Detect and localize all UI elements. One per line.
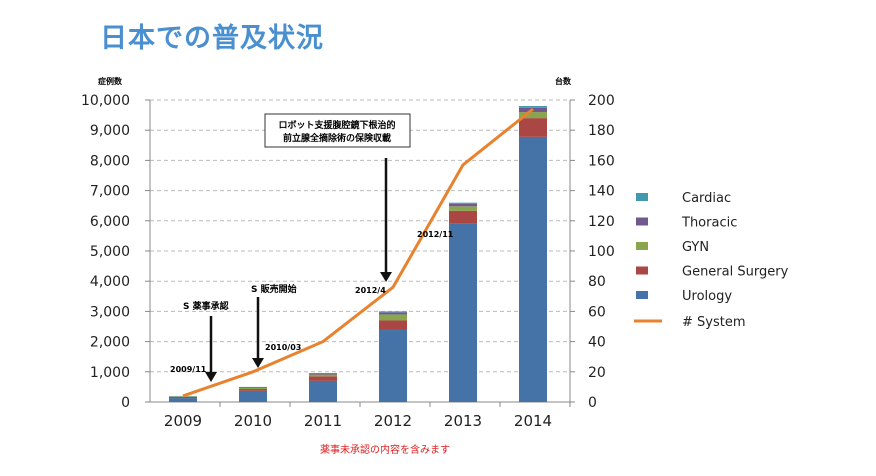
bar-general-surgery (239, 389, 267, 391)
footnote: 薬事未承認の内容を含みます (320, 445, 450, 456)
y-tick-label: 7,000 (90, 184, 130, 200)
legend-label: Thoracic (681, 216, 737, 231)
y-axis-label: 症例数 (98, 76, 123, 86)
bar-urology (519, 136, 547, 402)
annotation-box (264, 113, 411, 148)
y2-tick-label: 20 (588, 365, 606, 381)
bar-gyn (379, 314, 407, 321)
legend-swatch (636, 217, 648, 226)
annotation-text: ロボット支援腹腔鏡下根治的 (278, 119, 395, 131)
bar-general-surgery (519, 118, 547, 137)
bar-gyn (239, 387, 267, 390)
y-tick-label: 6,000 (90, 214, 130, 230)
bar-thoracic (309, 373, 337, 375)
y-tick-label: 5,000 (90, 244, 130, 260)
y2-tick-label: 100 (588, 244, 615, 260)
legend-label: Urology (682, 289, 732, 304)
page-title: 日本での普及状況 (100, 23, 324, 54)
bar-cardiac (449, 202, 477, 204)
x-tick-label: 2009 (164, 412, 202, 430)
legend-swatch (636, 193, 648, 201)
bar-general-surgery (309, 376, 337, 381)
y-tick-label: 3,000 (90, 304, 130, 320)
y2-tick-label: 60 (588, 304, 606, 320)
bar-cardiac (379, 311, 407, 313)
y2-tick-label: 200 (588, 93, 615, 109)
bar-thoracic (379, 312, 407, 315)
bar-urology (239, 390, 267, 402)
arrow-head (380, 272, 392, 282)
x-tick-label: 2014 (514, 412, 552, 430)
y2-axis-label: 台数 (555, 76, 572, 86)
line-system (182, 107, 534, 398)
bar-gyn (519, 112, 547, 119)
bar-urology (169, 398, 197, 402)
x-tick-label: 2010 (234, 412, 272, 430)
y-tick-label: 0 (121, 395, 130, 411)
bar-gyn (449, 206, 477, 211)
legend-label: # System (682, 315, 746, 330)
legend-label: GYN (682, 240, 709, 255)
annotation-text: 前立腺全摘除術の保険収載 (283, 132, 391, 144)
legend-swatch (636, 266, 648, 275)
y-tick-label: 10,000 (81, 93, 130, 109)
annotation-text: S 販売開始 (251, 283, 297, 295)
bar-gyn (309, 374, 337, 377)
legend-label: Cardiac (682, 191, 731, 206)
x-tick-label: 2011 (304, 412, 342, 430)
y2-tick-label: 160 (588, 153, 615, 169)
arrow-head (205, 372, 217, 382)
y2-tick-label: 0 (588, 395, 597, 411)
y-tick-label: 8,000 (90, 153, 130, 169)
y2-tick-label: 40 (588, 335, 606, 351)
x-tick-label: 2013 (444, 412, 482, 430)
y-tick-label: 2,000 (90, 335, 130, 351)
bar-general-surgery (379, 320, 407, 330)
y-tick-label: 1,000 (90, 365, 130, 381)
y2-tick-label: 120 (588, 214, 615, 230)
bar-cardiac (309, 373, 337, 374)
y-tick-label: 9,000 (90, 123, 130, 139)
bar-urology (379, 329, 407, 402)
annotation-text: 2012/4 (355, 286, 386, 295)
annotation-text: 2009/11 (170, 365, 207, 374)
y2-tick-label: 140 (588, 184, 615, 200)
y2-tick-label: 80 (588, 274, 606, 290)
bar-thoracic (449, 203, 477, 207)
y-tick-label: 4,000 (90, 274, 130, 290)
annotation-text: S 薬事承認 (183, 300, 229, 312)
bar-general-surgery (449, 210, 477, 224)
legend-swatch (636, 291, 648, 299)
bar-general-surgery (169, 396, 197, 399)
x-tick-label: 2012 (374, 412, 412, 430)
bar-cardiac (239, 386, 267, 388)
bar-urology (309, 380, 337, 402)
arrow-head (252, 358, 264, 368)
bar-cardiac (519, 106, 547, 108)
annotation-text: 2012/11 (417, 230, 454, 239)
legend-label: General Surgery (682, 265, 789, 280)
y2-tick-label: 180 (588, 123, 615, 139)
annotation-text: 2010/03 (265, 343, 301, 352)
bar-urology (449, 223, 477, 402)
legend-swatch (636, 242, 648, 250)
